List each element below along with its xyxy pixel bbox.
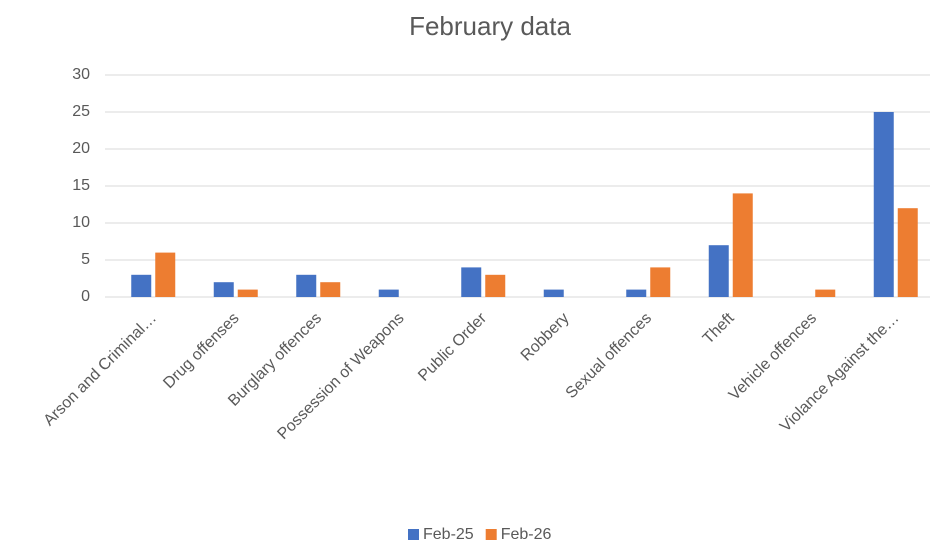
bar <box>131 274 152 297</box>
bar <box>873 112 894 297</box>
bar <box>650 267 671 297</box>
legend-swatch <box>408 529 419 540</box>
bar <box>320 282 341 297</box>
bar <box>626 289 647 297</box>
y-tick-label: 15 <box>72 177 90 194</box>
bar <box>485 274 506 297</box>
x-tick-label: Vehicle offences <box>726 310 820 404</box>
y-tick-label: 5 <box>81 251 90 268</box>
bar <box>237 289 258 297</box>
x-tick-label: Public Order <box>415 309 490 384</box>
chart-title: February data <box>409 11 571 41</box>
y-tick-label: 20 <box>72 140 90 157</box>
bar <box>155 252 176 297</box>
legend-label: Feb-25 <box>423 526 474 543</box>
bar <box>897 208 918 297</box>
x-tick-label: Drug offenses <box>160 310 242 392</box>
bar <box>708 245 729 297</box>
bar <box>732 193 753 297</box>
bar <box>296 274 317 297</box>
bar <box>213 282 234 297</box>
x-tick-label: Arson and Criminal… <box>41 310 161 430</box>
x-tick-label: Sexual offences <box>563 310 655 402</box>
y-tick-label: 10 <box>72 214 90 231</box>
y-tick-label: 30 <box>72 66 90 83</box>
bar <box>461 267 482 297</box>
bar <box>815 289 836 297</box>
x-tick-label: Theft <box>700 309 738 347</box>
bar <box>378 289 399 297</box>
bar <box>543 289 564 297</box>
legend-swatch <box>485 529 497 540</box>
y-tick-label: 0 <box>81 288 90 305</box>
y-tick-label: 25 <box>72 103 90 120</box>
legend-label: Feb-26 <box>501 526 552 543</box>
x-tick-label: Robbery <box>518 310 573 365</box>
